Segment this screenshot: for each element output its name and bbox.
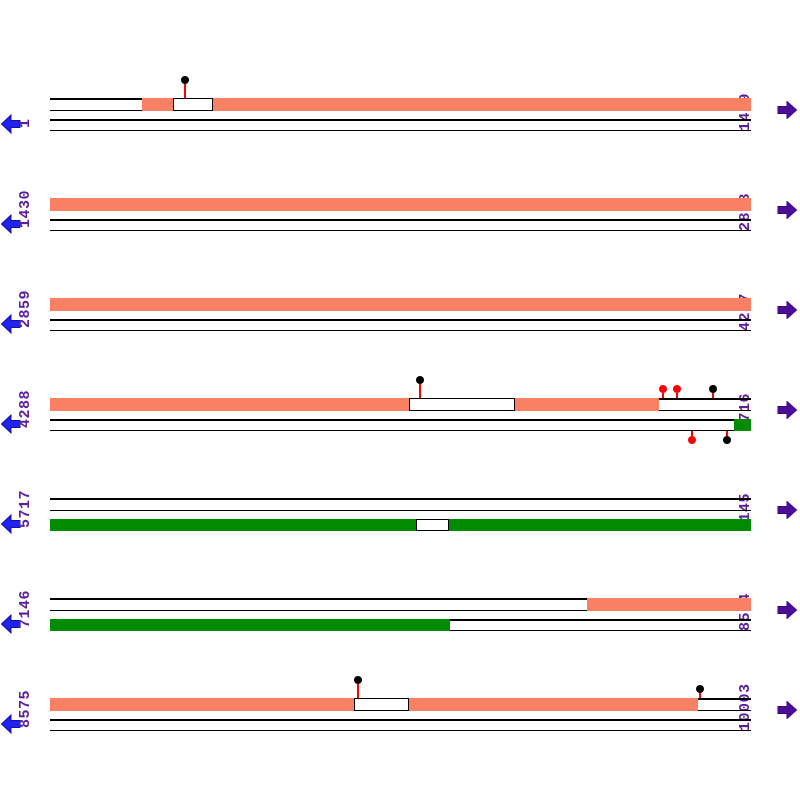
- variant-marker-dot[interactable]: [723, 436, 731, 444]
- annotation-feature[interactable]: [142, 98, 173, 111]
- scroll-right-arrow-icon[interactable]: [777, 601, 797, 619]
- scroll-left-arrow-icon[interactable]: [1, 214, 21, 234]
- scroll-right-arrow-icon[interactable]: [777, 101, 797, 119]
- reverse-strand-track: [50, 419, 751, 444]
- track-boundary-line: [50, 229, 751, 231]
- feature-gap: [416, 519, 449, 531]
- scroll-left-arrow-icon[interactable]: [1, 614, 21, 634]
- annotation-feature[interactable]: [50, 519, 416, 531]
- row-start-coordinate: 1430: [17, 189, 34, 228]
- variant-marker-stem: [419, 384, 421, 398]
- reverse-strand-track: [50, 519, 751, 531]
- reverse-strand-track: [50, 619, 751, 631]
- row-end-coordinate: 10003: [737, 683, 754, 731]
- scroll-left-arrow-icon[interactable]: [1, 314, 21, 334]
- annotation-feature[interactable]: [50, 398, 409, 411]
- feature-gap: [173, 98, 213, 111]
- annotation-feature[interactable]: [587, 598, 751, 611]
- scroll-left-arrow-icon[interactable]: [1, 114, 21, 134]
- variant-marker-stem: [676, 393, 678, 398]
- feature-gap: [409, 398, 515, 411]
- row-start-coordinate: 5717: [17, 489, 34, 528]
- variant-marker-stem: [699, 693, 701, 698]
- reverse-strand-track: [50, 719, 751, 731]
- reverse-strand-track: [50, 119, 751, 131]
- annotation-feature[interactable]: [50, 698, 354, 711]
- row-start-coordinate: 7146: [17, 589, 34, 628]
- forward-strand-track: [50, 376, 751, 411]
- variant-marker-stem: [726, 431, 728, 436]
- scroll-left-arrow-icon[interactable]: [1, 714, 21, 734]
- track-boundary-line: [50, 498, 751, 500]
- annotation-feature[interactable]: [734, 419, 751, 431]
- annotation-feature[interactable]: [515, 398, 659, 411]
- track-boundary-line: [50, 119, 751, 121]
- annotation-feature[interactable]: [50, 298, 751, 311]
- annotation-feature[interactable]: [213, 98, 751, 111]
- scroll-left-arrow-icon[interactable]: [1, 514, 21, 534]
- variant-marker-stem: [712, 393, 714, 398]
- track-boundary-line: [50, 729, 751, 731]
- row-start-coordinate: 8575: [17, 689, 34, 728]
- track-boundary-line: [50, 609, 751, 611]
- variant-marker-dot[interactable]: [688, 436, 696, 444]
- reverse-strand-track: [50, 319, 751, 331]
- track-boundary-line: [50, 329, 751, 331]
- track-boundary-line: [50, 219, 751, 221]
- variant-marker-dot[interactable]: [416, 376, 424, 384]
- variant-marker-dot[interactable]: [181, 76, 189, 84]
- forward-strand-track: [50, 498, 751, 511]
- variant-marker-dot[interactable]: [709, 385, 717, 393]
- variant-marker-stem: [662, 393, 664, 398]
- forward-strand-track: [50, 76, 751, 111]
- row-start-coordinate: 1: [17, 118, 34, 128]
- scroll-right-arrow-icon[interactable]: [777, 701, 797, 719]
- variant-marker-dot[interactable]: [659, 385, 667, 393]
- variant-marker-dot[interactable]: [696, 685, 704, 693]
- scroll-right-arrow-icon[interactable]: [777, 301, 797, 319]
- forward-strand-track: [50, 198, 751, 211]
- track-boundary-line: [50, 598, 751, 600]
- annotation-feature[interactable]: [50, 619, 450, 631]
- forward-strand-track: [50, 298, 751, 311]
- annotation-feature[interactable]: [449, 519, 751, 531]
- forward-strand-track: [50, 676, 751, 711]
- annotation-feature[interactable]: [50, 198, 751, 211]
- sequence-row: 4288 5716: [0, 374, 800, 474]
- variant-marker-dot[interactable]: [673, 385, 681, 393]
- feature-gap: [354, 698, 409, 711]
- scroll-right-arrow-icon[interactable]: [777, 401, 797, 419]
- forward-strand-track: [50, 598, 751, 611]
- track-boundary-line: [50, 719, 751, 721]
- sequence-row: 5717 7145: [0, 474, 800, 574]
- sequence-row: 2859 4287: [0, 274, 800, 374]
- sequence-row: 7146 8574: [0, 574, 800, 674]
- variant-marker-stem: [184, 84, 186, 98]
- sequence-row: 1430 2858: [0, 174, 800, 274]
- track-boundary-line: [50, 509, 751, 511]
- scroll-left-arrow-icon[interactable]: [1, 414, 21, 434]
- row-start-coordinate: 2859: [17, 289, 34, 328]
- annotation-feature[interactable]: [409, 698, 698, 711]
- track-boundary-line: [50, 129, 751, 131]
- variant-marker-dot[interactable]: [354, 676, 362, 684]
- track-boundary-line: [50, 429, 751, 431]
- row-start-coordinate: 4288: [17, 389, 34, 428]
- track-boundary-line: [50, 419, 751, 421]
- reverse-strand-track: [50, 219, 751, 231]
- track-boundary-line: [50, 319, 751, 321]
- sequence-row: 1 1429: [0, 74, 800, 174]
- variant-marker-stem: [357, 684, 359, 698]
- variant-marker-stem: [691, 431, 693, 436]
- scroll-right-arrow-icon[interactable]: [777, 201, 797, 219]
- sequence-row: 8575 10003: [0, 674, 800, 774]
- scroll-right-arrow-icon[interactable]: [777, 501, 797, 519]
